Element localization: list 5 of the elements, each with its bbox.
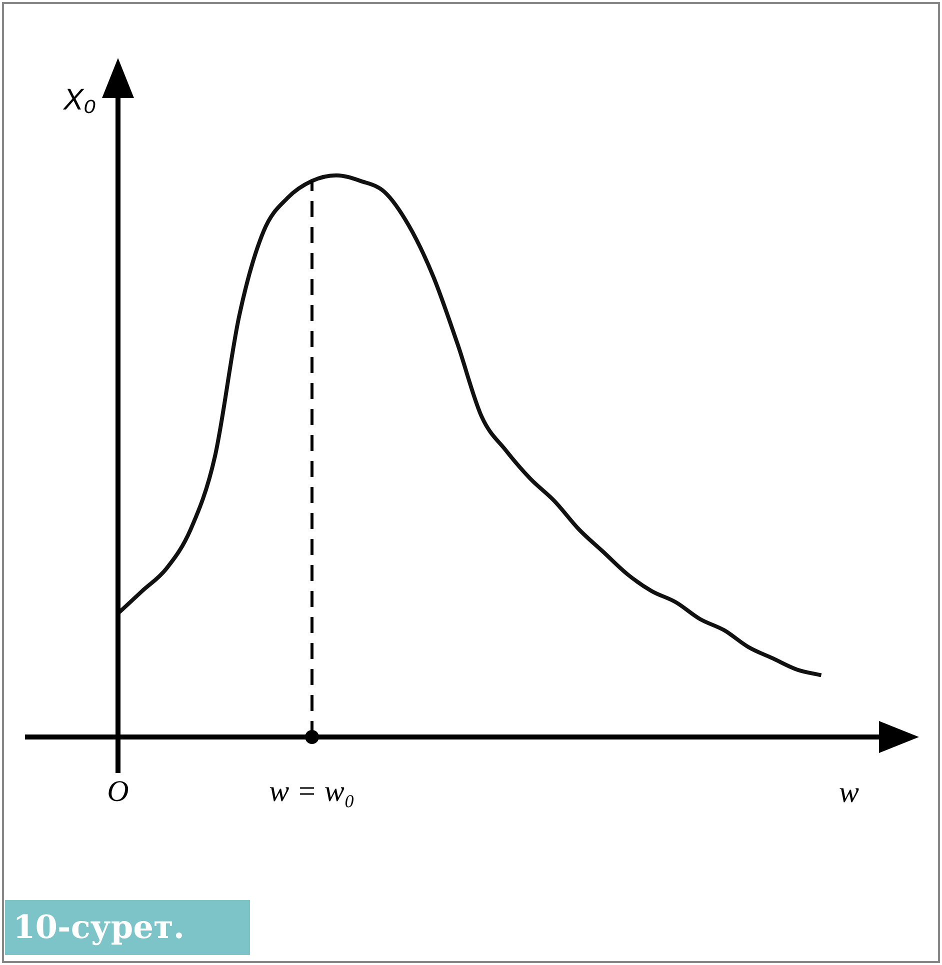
y-axis-title: X₀ — [62, 83, 96, 116]
text: 10-сурет. — [5, 900, 250, 955]
x-tick-label: O — [107, 774, 129, 808]
x-axis-title: w — [838, 776, 860, 809]
x-tick-label: w = w₀ — [269, 774, 355, 808]
